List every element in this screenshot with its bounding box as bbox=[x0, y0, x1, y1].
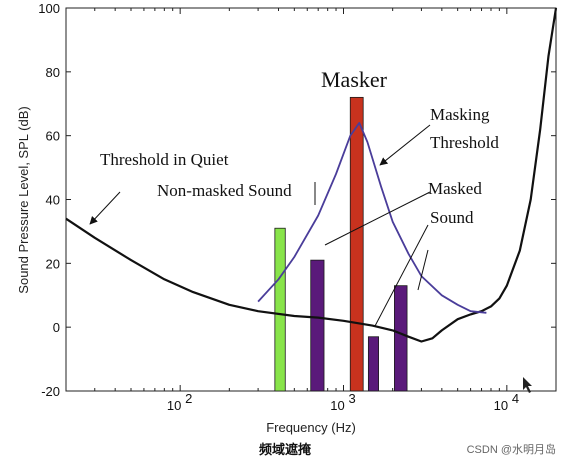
figure-caption: 频域遮掩 bbox=[259, 442, 312, 458]
x-tick-label: 10 bbox=[330, 398, 344, 413]
masked-sound-pointer-1 bbox=[324, 191, 431, 246]
y-tick-label: 20 bbox=[46, 256, 60, 271]
masked-sound-label-2: Sound bbox=[430, 208, 474, 227]
bars-group bbox=[274, 96, 408, 392]
y-tick-label: 40 bbox=[46, 193, 60, 208]
masking-threshold-arrow bbox=[379, 124, 431, 166]
non-masked-sound-label: Non-masked Sound bbox=[157, 181, 292, 200]
x-tick-exponent: 3 bbox=[348, 391, 355, 406]
watermark: CSDN @水明月岛 bbox=[467, 442, 556, 456]
y-tick-label: 0 bbox=[53, 320, 60, 335]
x-axis-label: Frequency (Hz) bbox=[266, 420, 356, 435]
mouse-cursor-icon bbox=[523, 377, 532, 393]
y-tick-label: 100 bbox=[38, 1, 60, 16]
x-tick-label: 10 bbox=[494, 398, 508, 413]
x-tick-label: 10 bbox=[167, 398, 181, 413]
masked-sound-label-1: Masked bbox=[428, 179, 482, 198]
masking-threshold-label-2: Threshold bbox=[430, 133, 499, 152]
masked-sound-pointer-3 bbox=[417, 249, 429, 291]
annotation-pointers bbox=[89, 124, 431, 327]
bar-non-masked-sound-0 bbox=[274, 227, 286, 392]
y-axis-label: Sound Pressure Level, SPL (dB) bbox=[16, 106, 31, 293]
threshold-quiet-arrow bbox=[89, 191, 121, 225]
bar-masked-sound-4 bbox=[394, 285, 408, 392]
y-tick-label: 80 bbox=[46, 65, 60, 80]
bar-masked-sound-3 bbox=[367, 336, 379, 392]
y-tick-label: 60 bbox=[46, 129, 60, 144]
masking-threshold-line bbox=[257, 122, 487, 314]
axis-ticks: -20 0 20 40 60 80 100 10 2 10 3 10 4 bbox=[38, 1, 557, 413]
lines-group bbox=[65, 7, 558, 343]
bar-masked-sound-1 bbox=[310, 259, 325, 392]
threshold-in-quiet-label: Threshold in Quiet bbox=[100, 150, 229, 169]
threshold-in-quiet-line bbox=[65, 7, 558, 343]
x-tick-exponent: 4 bbox=[512, 391, 519, 406]
masker-label: Masker bbox=[321, 67, 388, 92]
bar-masker-2 bbox=[349, 96, 364, 392]
x-tick-exponent: 2 bbox=[185, 391, 192, 406]
masked-sound-pointer-2 bbox=[374, 224, 429, 327]
masking-threshold-label-1: Masking bbox=[430, 105, 490, 124]
y-tick-label: -20 bbox=[41, 384, 60, 399]
